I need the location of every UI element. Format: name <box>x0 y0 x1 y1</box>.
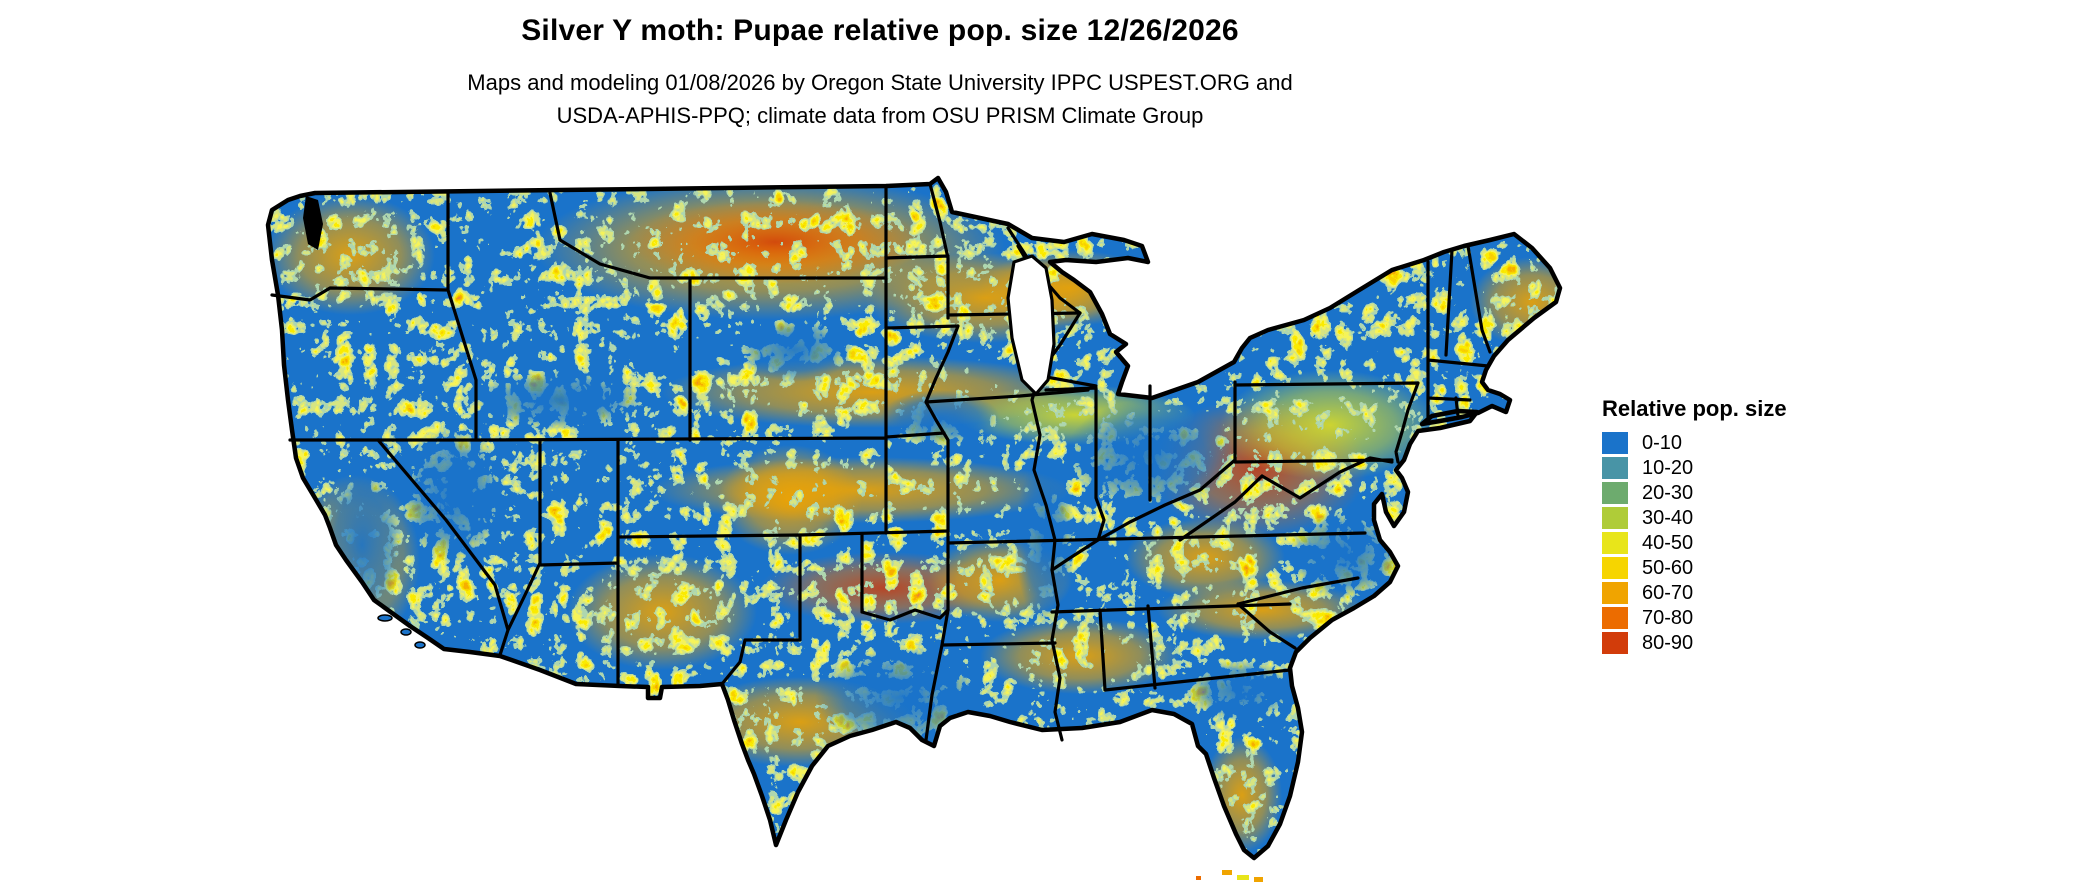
legend-color-swatch <box>1602 632 1628 654</box>
legend-color-swatch <box>1602 457 1628 479</box>
legend-color-swatch <box>1602 582 1628 604</box>
legend-label: 60-70 <box>1642 581 1694 604</box>
map-title: Silver Y moth: Pupae relative pop. size … <box>521 14 1239 47</box>
legend-color-swatch <box>1602 557 1628 579</box>
legend-color-swatch <box>1602 532 1628 554</box>
legend-row: 20-30 <box>1602 482 1787 504</box>
legend-label: 0-10 <box>1642 431 1683 454</box>
state-borders-east <box>1178 244 1492 542</box>
legend-label: 50-60 <box>1642 556 1694 579</box>
legend-title: Relative pop. size <box>1602 396 1787 421</box>
florida-keys <box>1196 870 1263 882</box>
legend-color-swatch <box>1602 607 1628 629</box>
legend-color-swatch <box>1602 482 1628 504</box>
legend-row: 30-40 <box>1602 507 1787 529</box>
legend-label: 20-30 <box>1642 481 1694 504</box>
map-subtitle-line1: Maps and modeling 01/08/2026 by Oregon S… <box>467 70 1293 95</box>
map-legend: Relative pop. size 0-10 10-20 20-30 30-4… <box>1602 396 1787 654</box>
state-borders-west <box>270 184 950 688</box>
legend-row: 40-50 <box>1602 532 1787 554</box>
legend-row: 60-70 <box>1602 582 1787 604</box>
map-header: Silver Y moth: Pupae relative pop. size … <box>310 14 1450 132</box>
legend-label: 80-90 <box>1642 631 1694 654</box>
legend-row: 70-80 <box>1602 607 1787 629</box>
legend-row: 10-20 <box>1602 457 1787 479</box>
legend-row: 50-60 <box>1602 557 1787 579</box>
legend-label: 30-40 <box>1642 506 1694 529</box>
state-borders-plains <box>884 182 1367 742</box>
legend-row: 80-90 <box>1602 632 1787 654</box>
lake-michigan <box>1006 254 1056 396</box>
legend-rows: 0-10 10-20 20-30 30-40 40-50 50-60 60-70… <box>1602 432 1787 654</box>
channel-islands <box>377 614 426 649</box>
legend-label: 40-50 <box>1642 531 1694 554</box>
legend-label: 10-20 <box>1642 456 1694 479</box>
legend-label: 70-80 <box>1642 606 1694 629</box>
legend-color-swatch <box>1602 507 1628 529</box>
legend-color-swatch <box>1602 432 1628 454</box>
map-subtitle-line2: USDA-APHIS-PPQ; climate data from OSU PR… <box>556 103 1204 128</box>
puget-sound <box>303 196 323 250</box>
legend-row: 0-10 <box>1602 432 1787 454</box>
